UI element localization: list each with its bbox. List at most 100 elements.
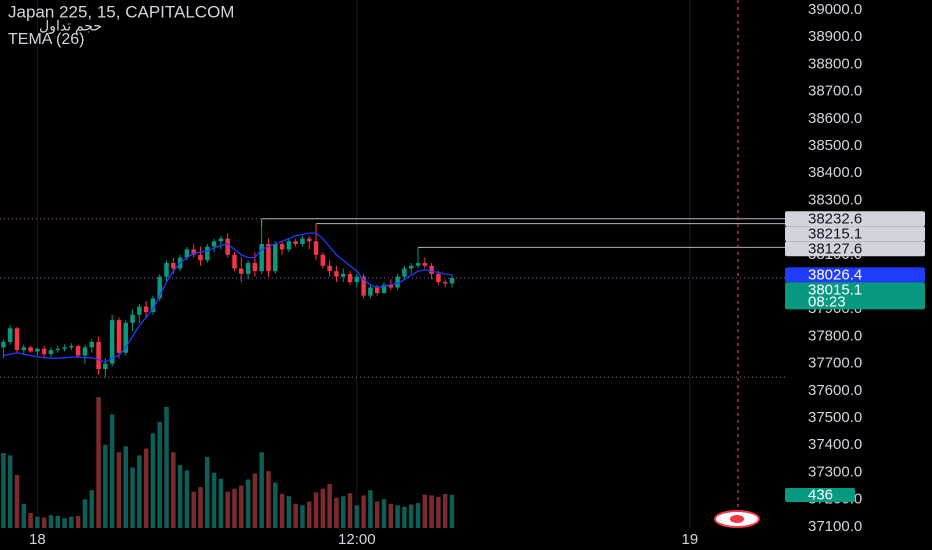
volume-bar (239, 485, 244, 528)
volume-bar (211, 472, 217, 528)
candle-body (368, 287, 373, 296)
marker-dot[interactable] (730, 515, 744, 523)
volume-bar (69, 516, 74, 528)
volume-bar (205, 456, 210, 528)
tema-line (3, 232, 453, 364)
y-tick-label: 38800.0 (808, 55, 862, 72)
candle-body (334, 271, 339, 277)
volume-bar (55, 515, 61, 528)
volume-bar (137, 455, 142, 528)
candle-body (381, 284, 387, 293)
y-tick-label: 37700.0 (808, 355, 862, 372)
candle-body (402, 268, 407, 277)
x-tick-label: 19 (682, 531, 699, 548)
candle-body (150, 298, 156, 312)
volume-bar (395, 505, 400, 528)
chart-title: Japan 225, 15, CAPITALCOM (8, 2, 234, 21)
marker-icon[interactable] (714, 510, 760, 528)
candle-body (21, 347, 27, 351)
candle-body (415, 263, 421, 266)
volume-bar (388, 503, 394, 528)
y-tick-label: 39000.0 (808, 1, 862, 18)
price-badge-label: 38127.6 (808, 240, 862, 257)
price-badge-label: 38215.1 (808, 225, 862, 242)
candle-body (164, 263, 169, 277)
candle-body (82, 347, 88, 356)
candle-body (408, 265, 414, 269)
y-tick-label: 38300.0 (808, 191, 862, 208)
volume-bar (109, 414, 115, 528)
candle-body (327, 265, 332, 272)
volume-bar (75, 515, 81, 528)
volume-bar (273, 482, 278, 528)
candle-body (449, 277, 455, 284)
volume-bar (116, 452, 122, 528)
volume-badge (785, 487, 855, 502)
volume-bar (28, 512, 33, 528)
candle-body (436, 273, 441, 283)
candle-body (266, 243, 271, 272)
plot (0, 218, 785, 528)
countdown: 08:23 (808, 293, 846, 310)
price-badge (785, 211, 925, 227)
candle-body (41, 348, 47, 355)
candle-body (259, 243, 264, 272)
candle-body (130, 314, 135, 323)
volume-bar (374, 501, 380, 528)
volume-bar (306, 501, 312, 528)
price-badge (785, 282, 925, 310)
volume-bar (157, 421, 162, 528)
volume-bar (381, 499, 387, 528)
volume-bar (361, 495, 366, 528)
price-badge (785, 226, 925, 242)
y-tick-label: 37400.0 (808, 436, 862, 453)
candle-body (205, 246, 210, 261)
y-tick-label: 38600.0 (808, 110, 862, 127)
volume-bar (143, 448, 149, 528)
candle-body (157, 276, 162, 299)
volume-bar (252, 473, 258, 528)
y-tick-label: 38500.0 (808, 137, 862, 154)
volume-bar (340, 496, 346, 528)
volume-bar (266, 471, 271, 528)
y-tick-label: 37300.0 (808, 463, 862, 480)
candle-body (239, 268, 244, 274)
volume-bar (103, 444, 108, 528)
volume-bar (171, 452, 176, 528)
candle-body (279, 243, 285, 250)
volume-bar (164, 406, 169, 528)
volume-bar (14, 474, 20, 528)
candle-body (198, 254, 203, 261)
volume-bar (408, 504, 414, 528)
x-tick-label: 12:00 (338, 531, 376, 548)
candle-body (1, 341, 6, 348)
volume-bar (449, 494, 455, 528)
candle-body (211, 241, 217, 247)
candle-body (273, 243, 278, 272)
candle-body (7, 328, 13, 342)
volume-label: حجم تداول (39, 18, 102, 35)
volume-bar (320, 488, 326, 528)
volume-bar (1, 453, 6, 528)
candle-body (286, 241, 292, 250)
candle-body (245, 263, 251, 274)
volume-bar (279, 493, 285, 528)
candle-body (103, 363, 108, 370)
candle-body (69, 345, 74, 348)
candle-body (232, 254, 237, 269)
volume-bar (286, 496, 292, 528)
candle-body (123, 322, 128, 353)
volume-bar (368, 490, 373, 528)
volume-bar (218, 478, 224, 528)
price-badge (785, 267, 925, 283)
volume-bar (442, 493, 448, 528)
volume-bar (245, 479, 251, 528)
candle-body (171, 263, 176, 269)
volume-bar (415, 503, 421, 528)
candle-body (35, 348, 40, 352)
candle-body (218, 238, 224, 242)
candle-body (300, 238, 305, 244)
volume-bar (123, 446, 128, 528)
